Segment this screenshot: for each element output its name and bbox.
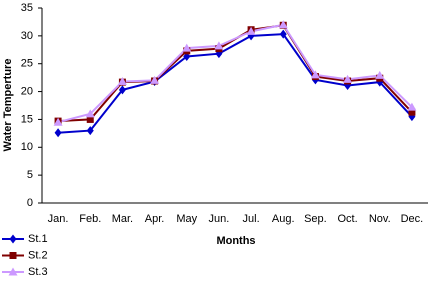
marker: [9, 252, 17, 259]
y-tick-label: 30: [21, 30, 33, 42]
marker: [86, 115, 94, 123]
marker: [9, 234, 17, 244]
marker: [54, 128, 62, 138]
marker: [150, 75, 160, 84]
legend-label: St.2: [28, 249, 48, 261]
y-axis-title: Water Temperture: [2, 59, 14, 152]
marker: [278, 20, 288, 29]
legend-label: St.1: [28, 233, 48, 245]
x-tick-label: Apr.: [145, 213, 165, 225]
x-axis-title: Months: [216, 235, 255, 247]
x-tick-label: Sep.: [304, 213, 327, 225]
x-tick-label: May: [176, 213, 197, 225]
marker: [86, 126, 94, 136]
x-tick-label: Dec.: [401, 213, 424, 225]
marker: [343, 74, 353, 83]
y-tick-label: 0: [27, 197, 33, 209]
x-tick-label: Aug.: [272, 213, 295, 225]
marker: [407, 102, 417, 111]
y-tick-label: 5: [27, 169, 33, 181]
marker: [117, 77, 127, 86]
x-tick-label: Jan.: [48, 213, 69, 225]
marker: [85, 109, 95, 118]
marker: [310, 70, 320, 79]
x-tick-label: Nov.: [369, 213, 391, 225]
marker: [279, 29, 287, 39]
marker: [118, 85, 126, 95]
marker: [214, 41, 224, 50]
marker: [246, 26, 256, 35]
y-tick-label: 20: [21, 85, 33, 97]
y-tick-label: 35: [21, 2, 33, 14]
x-tick-label: Jul.: [243, 213, 260, 225]
x-tick-label: Feb.: [79, 213, 101, 225]
series-line: [58, 33, 413, 134]
y-tick-label: 25: [21, 58, 33, 70]
x-tick-label: Mar.: [112, 213, 133, 225]
y-tick-label: 15: [21, 113, 33, 125]
marker: [8, 267, 18, 276]
x-tick-label: Oct.: [337, 213, 357, 225]
marker: [408, 108, 416, 116]
marker: [375, 70, 385, 79]
marker: [53, 117, 63, 126]
legend-label: St.3: [28, 266, 48, 278]
marker: [182, 43, 192, 52]
y-tick-label: 10: [21, 141, 33, 153]
series-line: [57, 23, 413, 124]
x-tick-label: Jun.: [209, 213, 230, 225]
